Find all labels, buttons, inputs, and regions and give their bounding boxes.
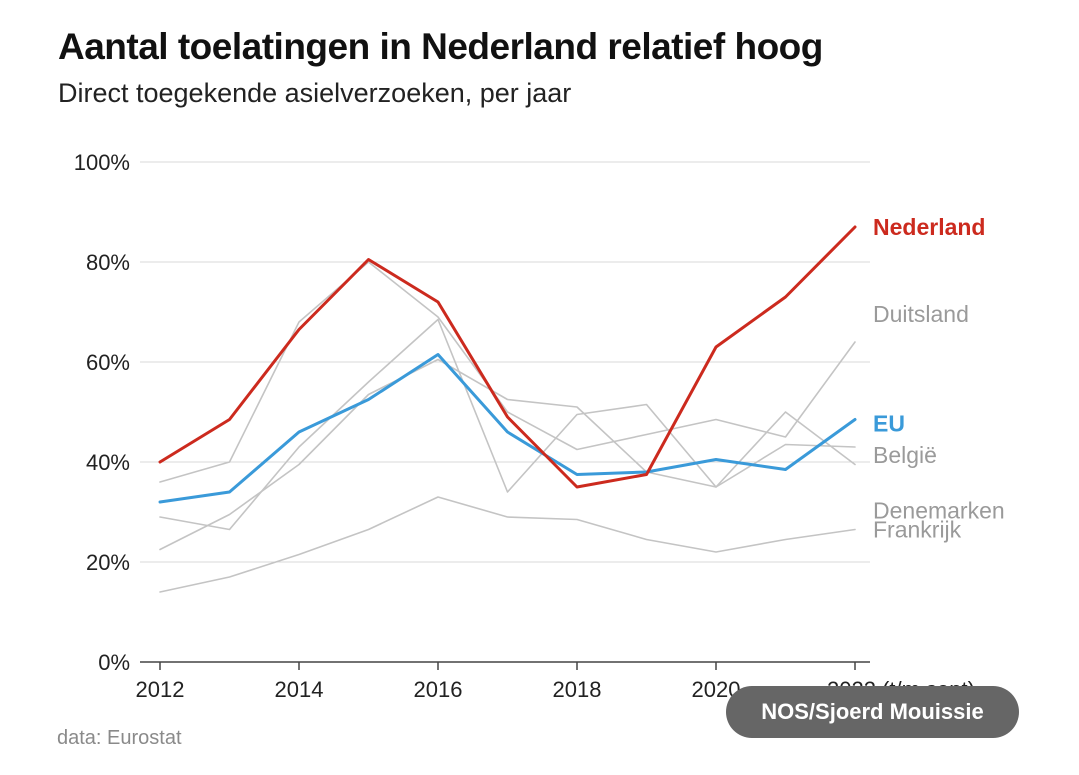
series-line-belgië — [159, 358, 856, 551]
axes: 0%20%40%60%80%100%2012201420162018202020… — [74, 150, 975, 702]
chart-subtitle: Direct toegekende asielverzoeken, per ja… — [58, 78, 572, 108]
series-line-eu — [158, 353, 857, 504]
series-label-eu: EU — [873, 411, 905, 437]
y-tick-label: 40% — [86, 450, 130, 475]
source-note: data: Eurostat — [57, 727, 182, 749]
y-tick-label: 100% — [74, 150, 130, 175]
series-lines — [158, 225, 857, 593]
series-label-frankrijk: Frankrijk — [873, 517, 962, 543]
series-line-nederland — [158, 225, 857, 489]
x-tick-label: 2018 — [553, 677, 602, 702]
series-line-denemarken — [159, 318, 856, 531]
series-line-duitsland — [159, 261, 856, 483]
gridlines — [140, 161, 870, 563]
series-line-frankrijk — [159, 496, 856, 593]
series-label-duitsland: Duitsland — [873, 301, 969, 327]
series-label-belgië: België — [873, 442, 937, 468]
y-tick-label: 20% — [86, 550, 130, 575]
chart-title: Aantal toelatingen in Nederland relatief… — [58, 26, 823, 67]
credit-badge: NOS/Sjoerd Mouissie — [726, 686, 1019, 738]
y-tick-label: 80% — [86, 250, 130, 275]
y-tick-label: 0% — [98, 650, 130, 675]
series-label-denemarken: Denemarken — [873, 498, 1005, 524]
series-label-nederland: Nederland — [873, 214, 985, 240]
x-tick-label: 2014 — [275, 677, 324, 702]
x-tick-label: 2012 — [136, 677, 185, 702]
x-tick-label: 2016 — [414, 677, 463, 702]
y-tick-label: 60% — [86, 350, 130, 375]
